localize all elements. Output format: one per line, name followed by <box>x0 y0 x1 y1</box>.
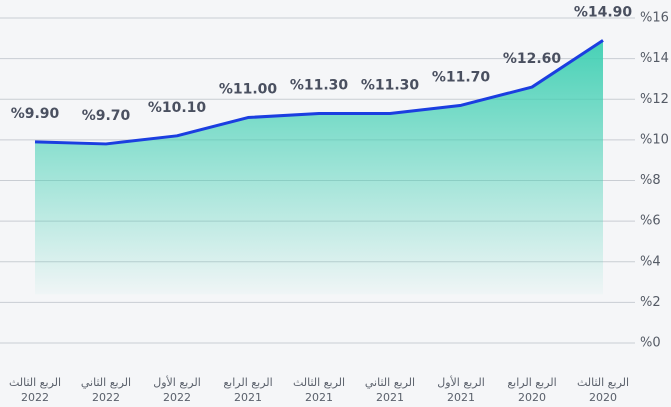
y-tick-label: %6 <box>640 214 661 229</box>
value-label: %11.30 <box>361 77 420 93</box>
x-tick-label: 2021 <box>305 391 333 404</box>
x-tick-label: الربع الثالث <box>293 376 345 389</box>
x-tick-label: الربع الثالث <box>577 376 629 389</box>
value-label: %9.90 <box>11 106 60 122</box>
value-label: %14.90 <box>574 4 633 20</box>
value-label: %10.10 <box>148 100 207 116</box>
y-tick-label: %4 <box>640 254 661 269</box>
x-tick-label: 2021 <box>234 391 262 404</box>
x-tick-label: 2020 <box>518 391 546 404</box>
y-tick-label: %12 <box>640 92 669 107</box>
y-tick-label: %14 <box>640 51 669 66</box>
x-tick-label: الربع الثاني <box>365 376 415 389</box>
x-tick-label: 2021 <box>447 391 475 404</box>
y-tick-label: %10 <box>640 132 669 147</box>
x-tick-label: الربع الرابع <box>507 376 556 389</box>
line <box>34 39 604 146</box>
x-tick-label: 2020 <box>589 391 617 404</box>
value-label: %11.30 <box>290 77 349 93</box>
x-tick-label: 2022 <box>21 391 49 404</box>
x-tick-label: الربع الثالث <box>9 376 61 389</box>
value-label: %11.70 <box>432 69 491 85</box>
x-tick-label: الربع الأول <box>153 375 201 389</box>
y-tick-label: %0 <box>640 336 661 351</box>
x-tick-label: 2021 <box>376 391 404 404</box>
value-label: %11.00 <box>219 82 278 98</box>
x-tick-label: 2022 <box>163 391 191 404</box>
x-tick-label: الربع الرابع <box>223 376 272 389</box>
area <box>35 40 603 295</box>
y-tick-label: %16 <box>640 11 669 26</box>
x-tick-label: 2022 <box>92 391 120 404</box>
x-tick-label: الربع الأول <box>437 375 485 389</box>
y-tick-label: %8 <box>640 173 661 188</box>
x-tick-label: الربع الثاني <box>81 376 131 389</box>
y-tick-label: %2 <box>640 295 661 310</box>
value-label: %9.70 <box>82 108 131 124</box>
value-label: %12.60 <box>503 51 562 67</box>
